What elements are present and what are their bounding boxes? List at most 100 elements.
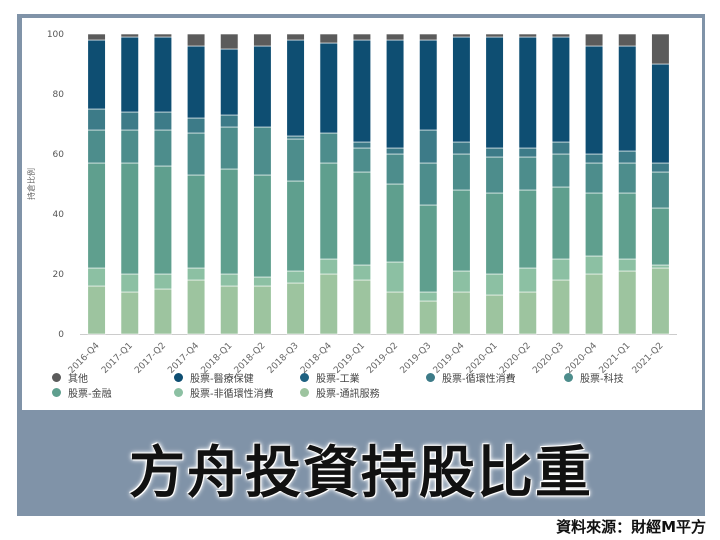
bar-segment [286, 138, 305, 182]
bar-segment [551, 279, 571, 335]
bar-segment [286, 282, 305, 335]
bar-segment [518, 36, 537, 149]
bar-segment [286, 180, 305, 272]
bar-segment [220, 48, 239, 116]
x-tick-label: 2017-Q2 [133, 341, 168, 376]
bar-segment [352, 171, 372, 266]
y-tick-label: 20 [53, 270, 65, 280]
bar-segment [485, 273, 504, 296]
legend-swatch [426, 373, 435, 382]
bar-segment [120, 273, 139, 293]
legend-item[interactable]: 股票-醫療保健 [174, 370, 254, 385]
bar-segment [253, 174, 272, 278]
bar-segment [319, 258, 338, 275]
bar-segment [153, 129, 173, 167]
legend-item[interactable]: 股票-工業 [300, 370, 360, 385]
bar-segment [352, 39, 372, 143]
bar-segment [419, 204, 438, 293]
bar-segment [551, 36, 571, 143]
legend-swatch [300, 388, 309, 397]
legend-swatch [52, 388, 61, 397]
bar-segment [618, 270, 637, 335]
bar-segment [220, 33, 239, 50]
bar-segment [618, 192, 637, 260]
bar-segment [452, 189, 471, 272]
x-tick-label: 2017-Q1 [100, 341, 135, 376]
bar-segment [485, 147, 504, 158]
bar-segment [220, 273, 239, 287]
bar-segment [186, 132, 206, 176]
bar-segment [87, 162, 106, 269]
bar-segment [352, 141, 372, 149]
bar-segment [220, 114, 239, 128]
bar-segment [319, 33, 338, 44]
bar-segment [584, 153, 604, 164]
bar-segment [551, 33, 571, 38]
bar-segment [584, 162, 604, 194]
bar-segment [618, 258, 637, 272]
legend-label: 股票-循環性消費 [442, 374, 516, 385]
bar-segment [584, 33, 604, 47]
legend-item[interactable]: 股票-非循環性消費 [174, 385, 274, 400]
legend-swatch [564, 373, 573, 382]
bar-segment [518, 267, 537, 293]
legend-label: 股票-通訊服務 [316, 389, 380, 400]
y-tick-label: 0 [58, 330, 64, 340]
bar-segment [186, 279, 206, 335]
legend-item[interactable]: 股票-通訊服務 [300, 385, 380, 400]
bar-segment [286, 135, 305, 140]
bar-segment [120, 162, 139, 275]
bar-segment [518, 147, 537, 158]
bar-segment [551, 258, 571, 281]
bar-segment [618, 45, 637, 152]
legend-label: 其他 [68, 374, 88, 385]
legend-label: 股票-非循環性消費 [190, 389, 274, 400]
bar-segment [87, 129, 106, 164]
bar-segment [120, 36, 139, 113]
bar-segment [385, 39, 405, 149]
bar-segment [419, 300, 438, 335]
bar-segment [319, 273, 338, 335]
legend-item[interactable]: 股票-金融 [52, 385, 112, 400]
y-tick-label: 80 [53, 90, 65, 100]
bar-segment [286, 39, 305, 137]
y-tick-label: 60 [53, 150, 65, 160]
bar-segment [551, 153, 571, 188]
bar-segment [385, 33, 405, 41]
chart-card: 0 20 40 60 80 100 持倉比例 2016-Q4 2017-Q1 2017-Q2 201… [22, 18, 702, 410]
bar-segment [651, 264, 670, 269]
bar-segment [485, 36, 504, 149]
bar-segment [651, 33, 670, 65]
bar-segment [618, 162, 637, 194]
bar-segment [120, 129, 139, 164]
bar-segment [485, 192, 504, 275]
x-tick-label: 2020-Q3 [531, 341, 566, 376]
bar-segment [452, 291, 471, 335]
x-tick-label: 2021-Q2 [631, 341, 666, 376]
bar-segment [286, 270, 305, 284]
bar-segment [518, 33, 537, 38]
bar-segment [220, 168, 239, 275]
bar-segment [87, 285, 106, 335]
bar-segment [518, 189, 537, 269]
legend-item[interactable]: 其他 [52, 370, 88, 385]
bar-segment [419, 129, 438, 164]
bar-segment [385, 291, 405, 335]
x-tick-label: 2019-Q2 [365, 341, 400, 376]
bar-segment [584, 273, 604, 335]
stacked-bar-chart: 020406080100持倉比例2016-Q42017-Q12017-Q2201… [26, 30, 677, 376]
bar-segment [419, 33, 438, 41]
bar-segment [352, 147, 372, 173]
bar-segment [87, 108, 106, 131]
banner-title: 方舟投資持股比重 [129, 440, 593, 506]
bar-segment [452, 33, 471, 38]
bar-segment [452, 141, 471, 155]
bar-segment [253, 126, 272, 176]
legend-swatch [300, 373, 309, 382]
bar-segment [87, 33, 106, 41]
bar-segment [153, 273, 173, 290]
bar-segment [319, 42, 338, 134]
legend-item[interactable]: 股票-循環性消費 [426, 370, 516, 385]
legend-item[interactable]: 股票-科技 [564, 370, 624, 385]
bar-segment [153, 36, 173, 113]
